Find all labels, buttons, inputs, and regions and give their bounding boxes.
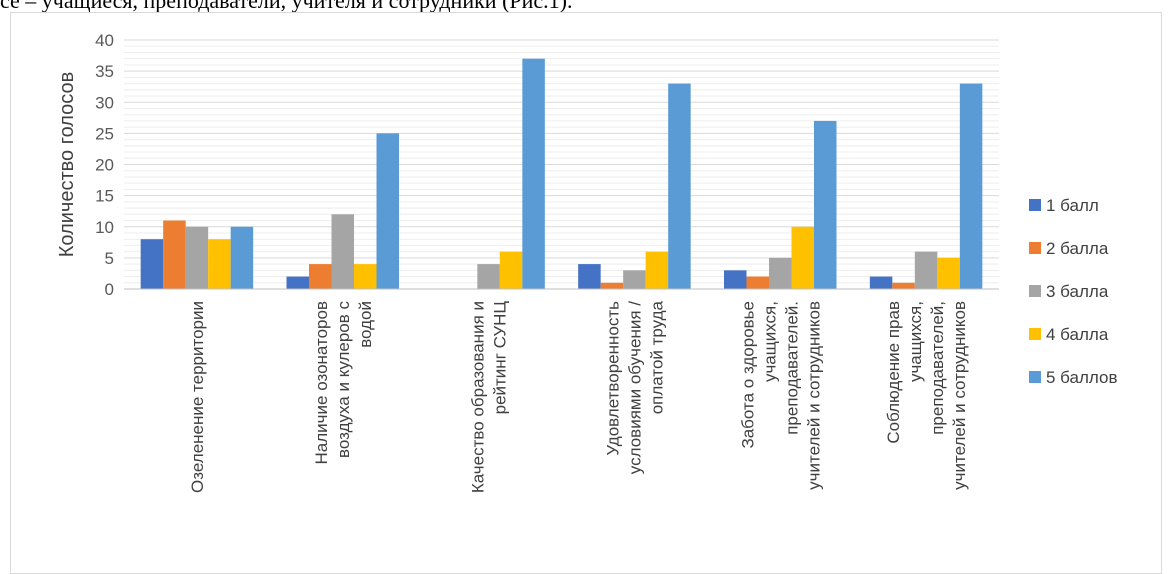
bar xyxy=(376,133,399,289)
caption-text: се – учащиеся, преподаватели, учителя и … xyxy=(0,0,1169,12)
y-tick-labels: 0 5 10 15 20 25 30 35 40 xyxy=(95,31,114,299)
x-category-label: учащихся, xyxy=(760,301,779,382)
bar xyxy=(230,226,254,289)
bar xyxy=(623,270,646,289)
y-tick-label: 30 xyxy=(95,93,114,112)
y-tick-label: 0 xyxy=(105,280,114,299)
bar xyxy=(914,251,938,289)
bar xyxy=(769,257,792,289)
bar xyxy=(354,264,377,289)
bars xyxy=(140,58,983,289)
y-tick-label: 15 xyxy=(95,187,114,206)
x-category-label: Качество образования и xyxy=(469,301,488,493)
y-tick-label: 20 xyxy=(95,156,114,175)
x-category-label: Наличие озонаторов xyxy=(312,301,331,464)
bar xyxy=(208,239,231,289)
x-category-labels: Озеленение территории Наличие озонаторов в… xyxy=(188,300,969,493)
x-category-label: Забота о здоровье xyxy=(738,301,757,449)
bar xyxy=(724,270,747,289)
bar xyxy=(892,282,915,289)
gridlines xyxy=(124,39,999,290)
bar xyxy=(331,214,354,289)
x-category-label: воздуха и кулеров с xyxy=(334,301,353,458)
bar xyxy=(869,276,893,289)
y-tick-label: 40 xyxy=(95,31,114,50)
x-category-label: учителей и сотрудников xyxy=(804,301,823,490)
x-category-label: учащихся, xyxy=(906,301,925,382)
legend-label: 4 балла xyxy=(1046,325,1109,344)
bar xyxy=(791,226,814,289)
bar xyxy=(140,239,164,289)
bar xyxy=(522,58,545,289)
y-tick-label: 5 xyxy=(105,249,114,268)
legend-swatch xyxy=(1029,199,1041,211)
legend-label: 1 балл xyxy=(1046,196,1099,215)
legend: 1 балл 2 балла 3 балла 4 балла 5 баллов xyxy=(1029,196,1118,387)
bar-chart: 0 5 10 15 20 25 30 35 40 Озеленение территории На… xyxy=(56,31,1118,493)
bar xyxy=(746,276,769,289)
bar xyxy=(163,220,186,289)
bar xyxy=(645,251,669,289)
legend-swatch xyxy=(1029,285,1041,297)
legend-swatch xyxy=(1029,242,1041,254)
x-category-label: оплатой труда xyxy=(647,300,666,414)
y-tick-label: 10 xyxy=(95,218,114,237)
chart-area: 0 5 10 15 20 25 30 35 40 Озеленение территории На… xyxy=(10,12,1162,574)
x-category-label: преподавателей, xyxy=(928,301,947,435)
y-tick-label: 35 xyxy=(95,62,114,81)
x-category-label: условиями обучения / xyxy=(625,301,644,474)
bar xyxy=(309,264,332,289)
legend-label: 2 балла xyxy=(1046,239,1109,258)
bar xyxy=(668,83,691,289)
bar xyxy=(286,276,309,289)
x-category-label: рейтинг СУНЦ xyxy=(491,301,510,415)
bar xyxy=(959,83,983,289)
legend-label: 3 балла xyxy=(1046,282,1109,301)
bar xyxy=(578,264,601,289)
x-category-label: водой xyxy=(356,301,375,348)
legend-swatch xyxy=(1029,328,1041,340)
y-tick-label: 25 xyxy=(95,124,114,143)
y-axis-title: Количество голосов xyxy=(56,72,78,258)
legend-label: 5 баллов xyxy=(1046,368,1118,387)
bar xyxy=(477,264,500,289)
x-category-label: Удовлетворенность xyxy=(603,301,622,456)
legend-swatch xyxy=(1029,371,1041,383)
bar xyxy=(814,120,837,289)
x-category-label: Озеленение территории xyxy=(188,301,207,493)
bar xyxy=(499,251,523,289)
bar xyxy=(937,257,960,289)
x-category-label: учителей и сотрудников xyxy=(950,301,969,490)
bar xyxy=(185,226,209,289)
x-category-label: преподавателей. xyxy=(782,301,801,435)
bar xyxy=(600,282,624,289)
x-category-label: Соблюдение прав xyxy=(884,301,903,444)
